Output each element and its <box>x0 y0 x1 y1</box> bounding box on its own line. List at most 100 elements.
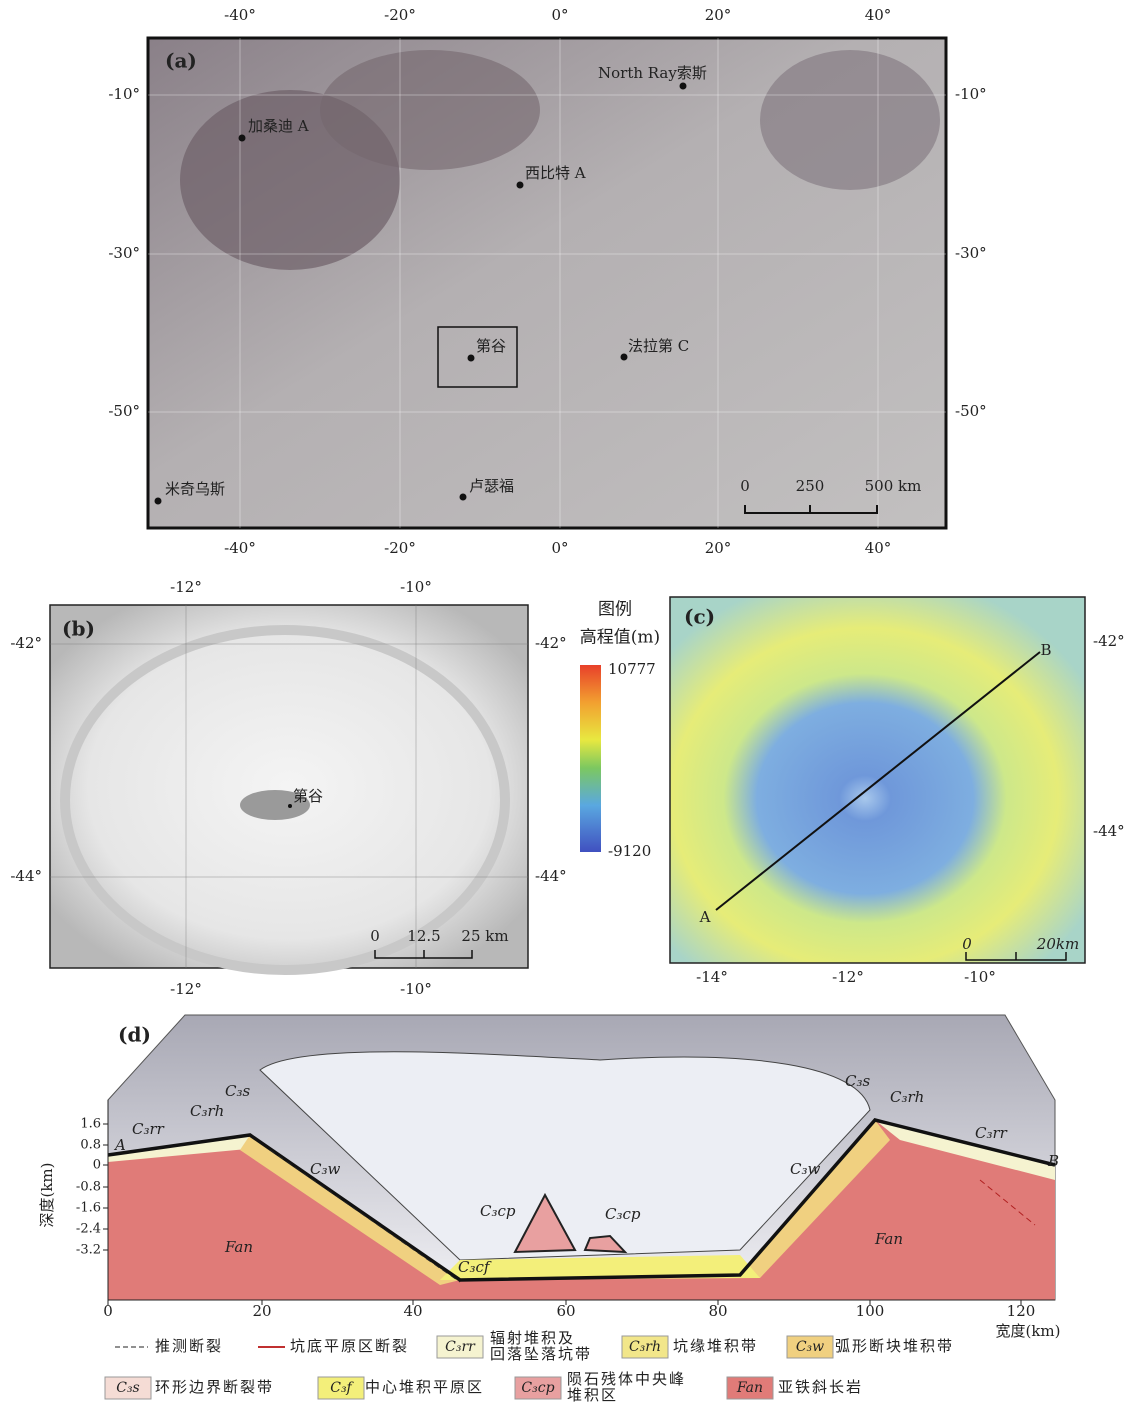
unit-label: C₃rr <box>975 1124 1008 1142</box>
place-label: 第谷 <box>293 787 323 805</box>
scale-label: 0 <box>962 935 972 953</box>
unit-label: C₃w <box>310 1160 340 1178</box>
panel-c <box>580 597 1085 963</box>
scale-label: 500 km <box>865 477 922 495</box>
mare <box>760 50 940 190</box>
unit-label: C₃rr <box>132 1120 165 1138</box>
bottom-tick: -10° <box>964 968 996 986</box>
unit-label: C₃cp <box>605 1205 641 1223</box>
scale-label: 0 <box>370 927 380 945</box>
legend-text: 推测断裂 <box>155 1337 223 1355</box>
place-label: 加桑迪 A <box>248 117 309 135</box>
place-dot <box>239 135 246 142</box>
x-tick-label: 60 <box>556 1302 575 1320</box>
left-tick: -10° <box>108 85 140 103</box>
unit-label: C₃w <box>790 1160 820 1178</box>
panel-label: (b) <box>62 617 95 641</box>
panel-label: (d) <box>118 1023 151 1047</box>
unit-label: C₃s <box>845 1072 870 1090</box>
y-tick-label: -0.8 <box>76 1180 101 1195</box>
panel-b <box>50 605 528 970</box>
x-tick-label: 0 <box>103 1302 113 1320</box>
y-tick-label: 1.6 <box>80 1117 101 1132</box>
scale-label: 0 <box>740 477 750 495</box>
y-tick-label: 0 <box>93 1158 101 1173</box>
map-frame <box>670 597 1085 963</box>
right-tick: -50° <box>955 402 987 420</box>
unit-label: C₃rh <box>190 1102 224 1120</box>
bottom-tick: -12° <box>832 968 864 986</box>
x-axis-title: 宽度(km) <box>995 1322 1060 1340</box>
place-label: 西比特 A <box>525 164 586 182</box>
legend-symbol: C₃f <box>330 1380 354 1396</box>
legend-subtitle: 高程值(m) <box>580 628 660 648</box>
x-tick-label: 40 <box>403 1302 422 1320</box>
bottom-tick: 20° <box>705 539 732 557</box>
place-label: 卢瑟福 <box>469 477 514 495</box>
right-tick: -44° <box>1093 822 1125 840</box>
scale-label: 25 km <box>461 927 508 945</box>
legend-title: 图例 <box>598 600 632 620</box>
unit-label: C₃cp <box>480 1202 516 1220</box>
y-tick-label: -2.4 <box>76 1222 101 1237</box>
right-tick: -42° <box>535 634 567 652</box>
place-dot <box>468 355 475 362</box>
scale-label: 250 <box>796 477 825 495</box>
unit-label: B <box>1047 1152 1059 1170</box>
y-tick-label: -1.6 <box>76 1201 101 1216</box>
legend-text: 堆积区 <box>567 1386 618 1404</box>
right-tick: -42° <box>1093 632 1125 650</box>
place-dot <box>621 354 628 361</box>
panel-a <box>148 38 946 528</box>
legend-text: 中心堆积平原区 <box>365 1378 484 1396</box>
right-tick: -10° <box>955 85 987 103</box>
point-label: A <box>699 908 711 926</box>
bottom-tick: -12° <box>170 980 202 998</box>
bottom-tick: -40° <box>224 539 256 557</box>
panel-d <box>108 1015 1055 1300</box>
right-tick: -44° <box>535 867 567 885</box>
bottom-tick: -14° <box>696 968 728 986</box>
color-bar <box>580 665 601 852</box>
unit-label: Fan <box>874 1230 903 1248</box>
legend-text: 坑缘堆积带 <box>673 1337 758 1355</box>
x-tick-label: 80 <box>708 1302 727 1320</box>
x-tick-label: 100 <box>856 1302 885 1320</box>
x-tick-label: 20 <box>252 1302 271 1320</box>
legend-symbol: C₃s <box>116 1380 140 1396</box>
place-label: 第谷 <box>476 337 506 355</box>
top-tick: 0° <box>551 6 568 24</box>
legend-symbol: Fan <box>736 1380 763 1396</box>
place-dot <box>680 83 687 90</box>
legend-symbol: C₃w <box>796 1339 824 1355</box>
left-tick: -44° <box>10 867 42 885</box>
legend-text: 坑底平原区断裂 <box>290 1337 409 1355</box>
place-label: 法拉第 C <box>628 337 689 355</box>
top-tick: -10° <box>400 578 432 596</box>
unit-label: A <box>113 1136 126 1154</box>
unit-label: C₃cf <box>458 1258 492 1276</box>
legend-symbol: C₃rh <box>629 1339 661 1355</box>
legend-symbol: C₃rr <box>445 1339 476 1355</box>
place-dot <box>155 498 162 505</box>
legend-text: 亚铁斜长岩 <box>778 1378 863 1396</box>
scale-label: 20km <box>1036 935 1079 953</box>
left-tick: -42° <box>10 634 42 652</box>
figure: (a)-40°-40°-20°-20°0°0°20°20°40°40°-10°-… <box>0 0 1130 1411</box>
left-tick: -50° <box>108 402 140 420</box>
point-label: B <box>1040 641 1051 659</box>
legend-max: 10777 <box>608 660 656 678</box>
y-tick-label: 0.8 <box>80 1138 101 1153</box>
top-tick: 40° <box>865 6 892 24</box>
legend-min: -9120 <box>608 842 651 860</box>
place-dot <box>460 494 467 501</box>
place-dot <box>517 182 524 189</box>
y-tick-label: -3.2 <box>76 1243 101 1258</box>
legend-text: 环形边界断裂带 <box>155 1378 274 1396</box>
y-axis-title: 深度(km) <box>38 1162 56 1227</box>
bottom-tick: -20° <box>384 539 416 557</box>
top-tick: -40° <box>224 6 256 24</box>
bottom-tick: 40° <box>865 539 892 557</box>
top-tick: 20° <box>705 6 732 24</box>
unit-label: Fan <box>224 1238 253 1256</box>
